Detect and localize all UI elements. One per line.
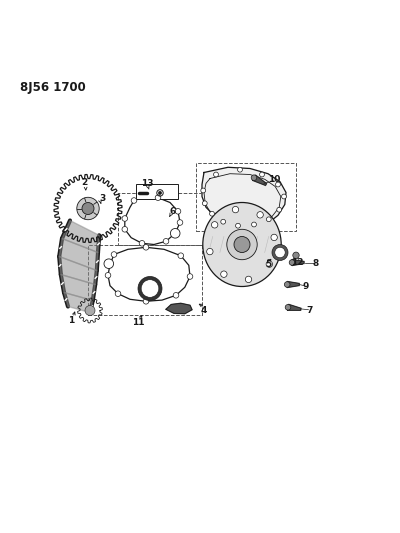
Polygon shape (288, 304, 301, 310)
Text: 1: 1 (68, 316, 74, 325)
Polygon shape (61, 274, 95, 301)
Polygon shape (252, 175, 266, 185)
Bar (118, 192, 214, 245)
Circle shape (277, 207, 282, 212)
Circle shape (111, 252, 117, 257)
Circle shape (143, 298, 149, 304)
Polygon shape (287, 281, 299, 287)
Text: 8J56 1700: 8J56 1700 (20, 80, 86, 93)
Circle shape (275, 247, 285, 257)
Circle shape (122, 227, 128, 232)
Circle shape (175, 208, 181, 214)
Ellipse shape (203, 203, 281, 287)
Text: 11: 11 (132, 318, 144, 327)
Circle shape (173, 293, 179, 298)
Text: 3: 3 (99, 194, 105, 203)
Circle shape (202, 201, 207, 206)
Bar (136, 184, 178, 199)
Circle shape (266, 217, 271, 222)
Polygon shape (108, 247, 190, 301)
Circle shape (178, 253, 184, 259)
Circle shape (115, 291, 121, 296)
Circle shape (138, 277, 162, 301)
Circle shape (122, 216, 128, 221)
Circle shape (77, 197, 99, 220)
Text: 5: 5 (266, 260, 272, 269)
Circle shape (236, 223, 240, 228)
Polygon shape (202, 167, 286, 227)
Circle shape (257, 212, 263, 218)
Polygon shape (59, 256, 97, 285)
Text: 9: 9 (303, 282, 309, 291)
Circle shape (266, 261, 272, 268)
Circle shape (227, 229, 257, 260)
Circle shape (210, 211, 214, 216)
Circle shape (234, 237, 250, 253)
Circle shape (289, 260, 295, 265)
Circle shape (187, 274, 193, 279)
Circle shape (82, 203, 94, 214)
Circle shape (214, 172, 218, 177)
Circle shape (260, 172, 264, 177)
Text: 13: 13 (141, 179, 154, 188)
Circle shape (221, 271, 227, 277)
Circle shape (105, 272, 111, 278)
Polygon shape (64, 293, 93, 312)
Circle shape (212, 222, 218, 228)
Text: 7: 7 (307, 306, 313, 315)
Bar (196, 163, 296, 230)
Circle shape (163, 238, 169, 244)
Circle shape (285, 304, 291, 310)
Circle shape (276, 182, 280, 187)
Polygon shape (59, 238, 98, 271)
Circle shape (158, 191, 162, 195)
Bar (88, 245, 202, 314)
Polygon shape (166, 303, 192, 314)
Circle shape (238, 167, 242, 172)
Circle shape (282, 194, 286, 199)
Circle shape (252, 222, 256, 227)
Circle shape (245, 276, 252, 282)
Circle shape (143, 245, 149, 250)
Circle shape (131, 198, 137, 203)
Text: 6: 6 (170, 207, 176, 216)
Polygon shape (62, 221, 99, 253)
Text: 4: 4 (201, 306, 207, 315)
Circle shape (85, 305, 95, 316)
Text: 8: 8 (313, 259, 319, 268)
Circle shape (170, 229, 180, 238)
Circle shape (232, 206, 239, 213)
Text: 10: 10 (268, 175, 280, 184)
Circle shape (104, 259, 114, 269)
Circle shape (207, 248, 213, 255)
Circle shape (177, 220, 183, 225)
Circle shape (272, 245, 288, 261)
Circle shape (141, 280, 159, 297)
Text: 12: 12 (290, 258, 303, 267)
Polygon shape (125, 197, 180, 245)
Text: 2: 2 (81, 178, 87, 187)
Polygon shape (292, 260, 304, 265)
Circle shape (293, 252, 299, 259)
Circle shape (284, 282, 290, 287)
Circle shape (221, 219, 226, 224)
Circle shape (251, 175, 257, 181)
Circle shape (201, 188, 206, 193)
Circle shape (155, 195, 161, 200)
Circle shape (271, 234, 277, 240)
Circle shape (139, 240, 145, 246)
